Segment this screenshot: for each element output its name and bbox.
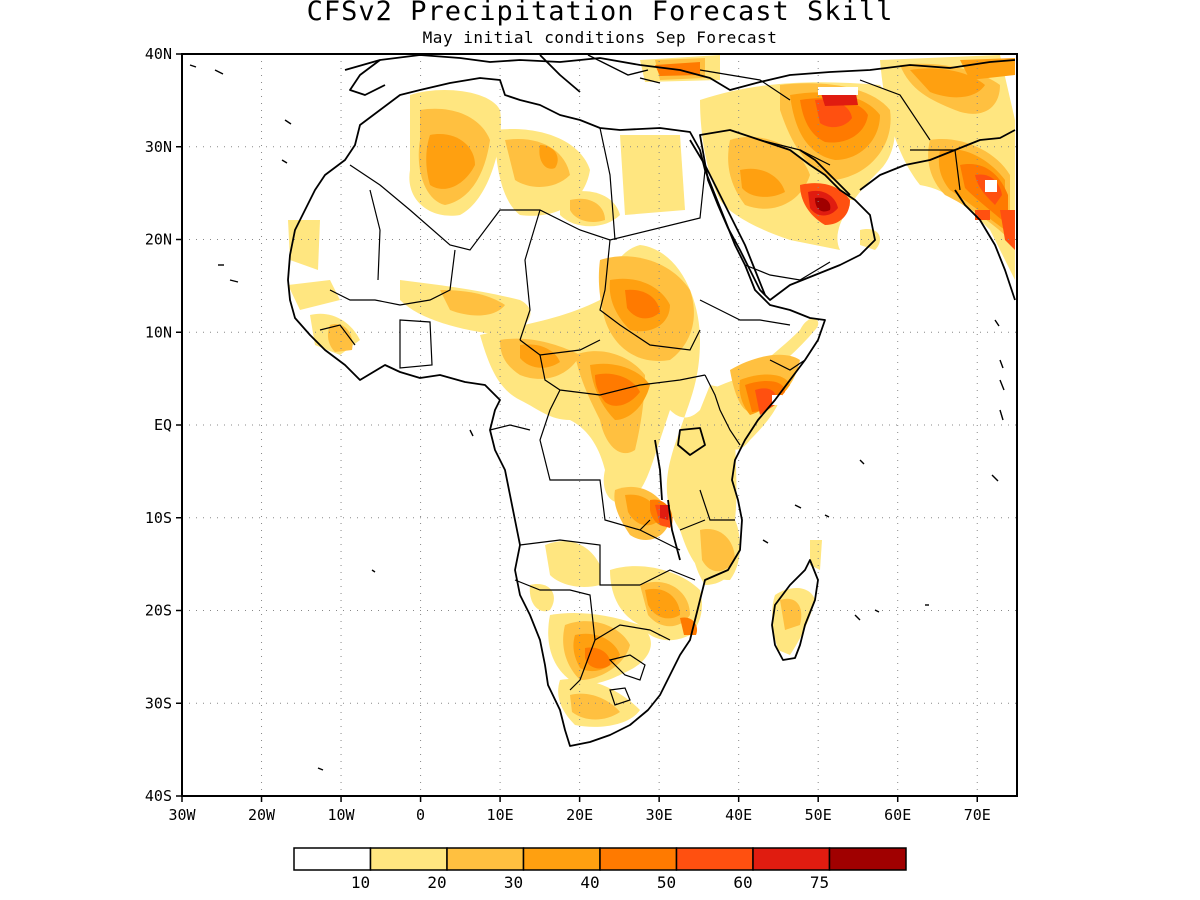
y-tick-label: 20N xyxy=(145,231,172,249)
skill-shading xyxy=(288,55,1015,727)
x-axis: 30W 20W 10W 0 10E 20E 30E 40E 50E 60E 70E xyxy=(168,796,991,824)
colorbar-swatch xyxy=(293,847,372,871)
x-tick-label: 30W xyxy=(168,806,196,824)
y-tick-label: 10N xyxy=(145,323,172,341)
y-tick-label: 30S xyxy=(145,694,172,712)
y-tick-label: 40N xyxy=(145,45,172,63)
x-tick-label: 40E xyxy=(725,806,752,824)
colorbar-label: 20 xyxy=(427,873,446,892)
islands xyxy=(189,54,1005,771)
colorbar-label: 30 xyxy=(504,873,523,892)
y-tick-label: 40S xyxy=(145,787,172,805)
x-tick-label: 10E xyxy=(487,806,514,824)
colorbar-swatch xyxy=(599,847,678,871)
colorbar-label: 60 xyxy=(733,873,752,892)
colorbar: 10 20 30 40 50 60 75 xyxy=(293,847,907,892)
country-borders xyxy=(319,69,961,706)
y-tick-label: 10S xyxy=(145,509,172,527)
x-tick-label: 70E xyxy=(964,806,991,824)
colorbar-label: 50 xyxy=(657,873,676,892)
colorbar-swatch xyxy=(369,847,448,871)
x-tick-label: 20E xyxy=(566,806,593,824)
x-tick-label: 60E xyxy=(884,806,911,824)
coastlines xyxy=(287,54,1016,747)
colorbar-swatch xyxy=(752,847,831,871)
x-tick-label: 20W xyxy=(248,806,276,824)
colorbar-swatch xyxy=(446,847,525,871)
y-tick-label: 20S xyxy=(145,602,172,620)
y-axis: 40N 30N 20N 10N EQ 10S 20S 30S 40S xyxy=(145,45,182,805)
x-tick-label: 50E xyxy=(805,806,832,824)
x-tick-label: 0 xyxy=(416,806,425,824)
colorbar-label: 75 xyxy=(810,873,829,892)
x-tick-label: 10W xyxy=(328,806,356,824)
chart-title: CFSv2 Precipitation Forecast Skill xyxy=(306,0,894,27)
chart-subtitle: May initial conditions Sep Forecast xyxy=(422,28,778,47)
y-tick-label: EQ xyxy=(154,416,172,434)
colorbar-swatch xyxy=(828,847,907,871)
colorbar-label: 10 xyxy=(351,873,370,892)
colorbar-swatch xyxy=(522,847,601,871)
y-tick-label: 30N xyxy=(145,138,172,156)
x-tick-label: 30E xyxy=(646,806,673,824)
colorbar-swatch xyxy=(675,847,754,871)
colorbar-label: 40 xyxy=(580,873,599,892)
